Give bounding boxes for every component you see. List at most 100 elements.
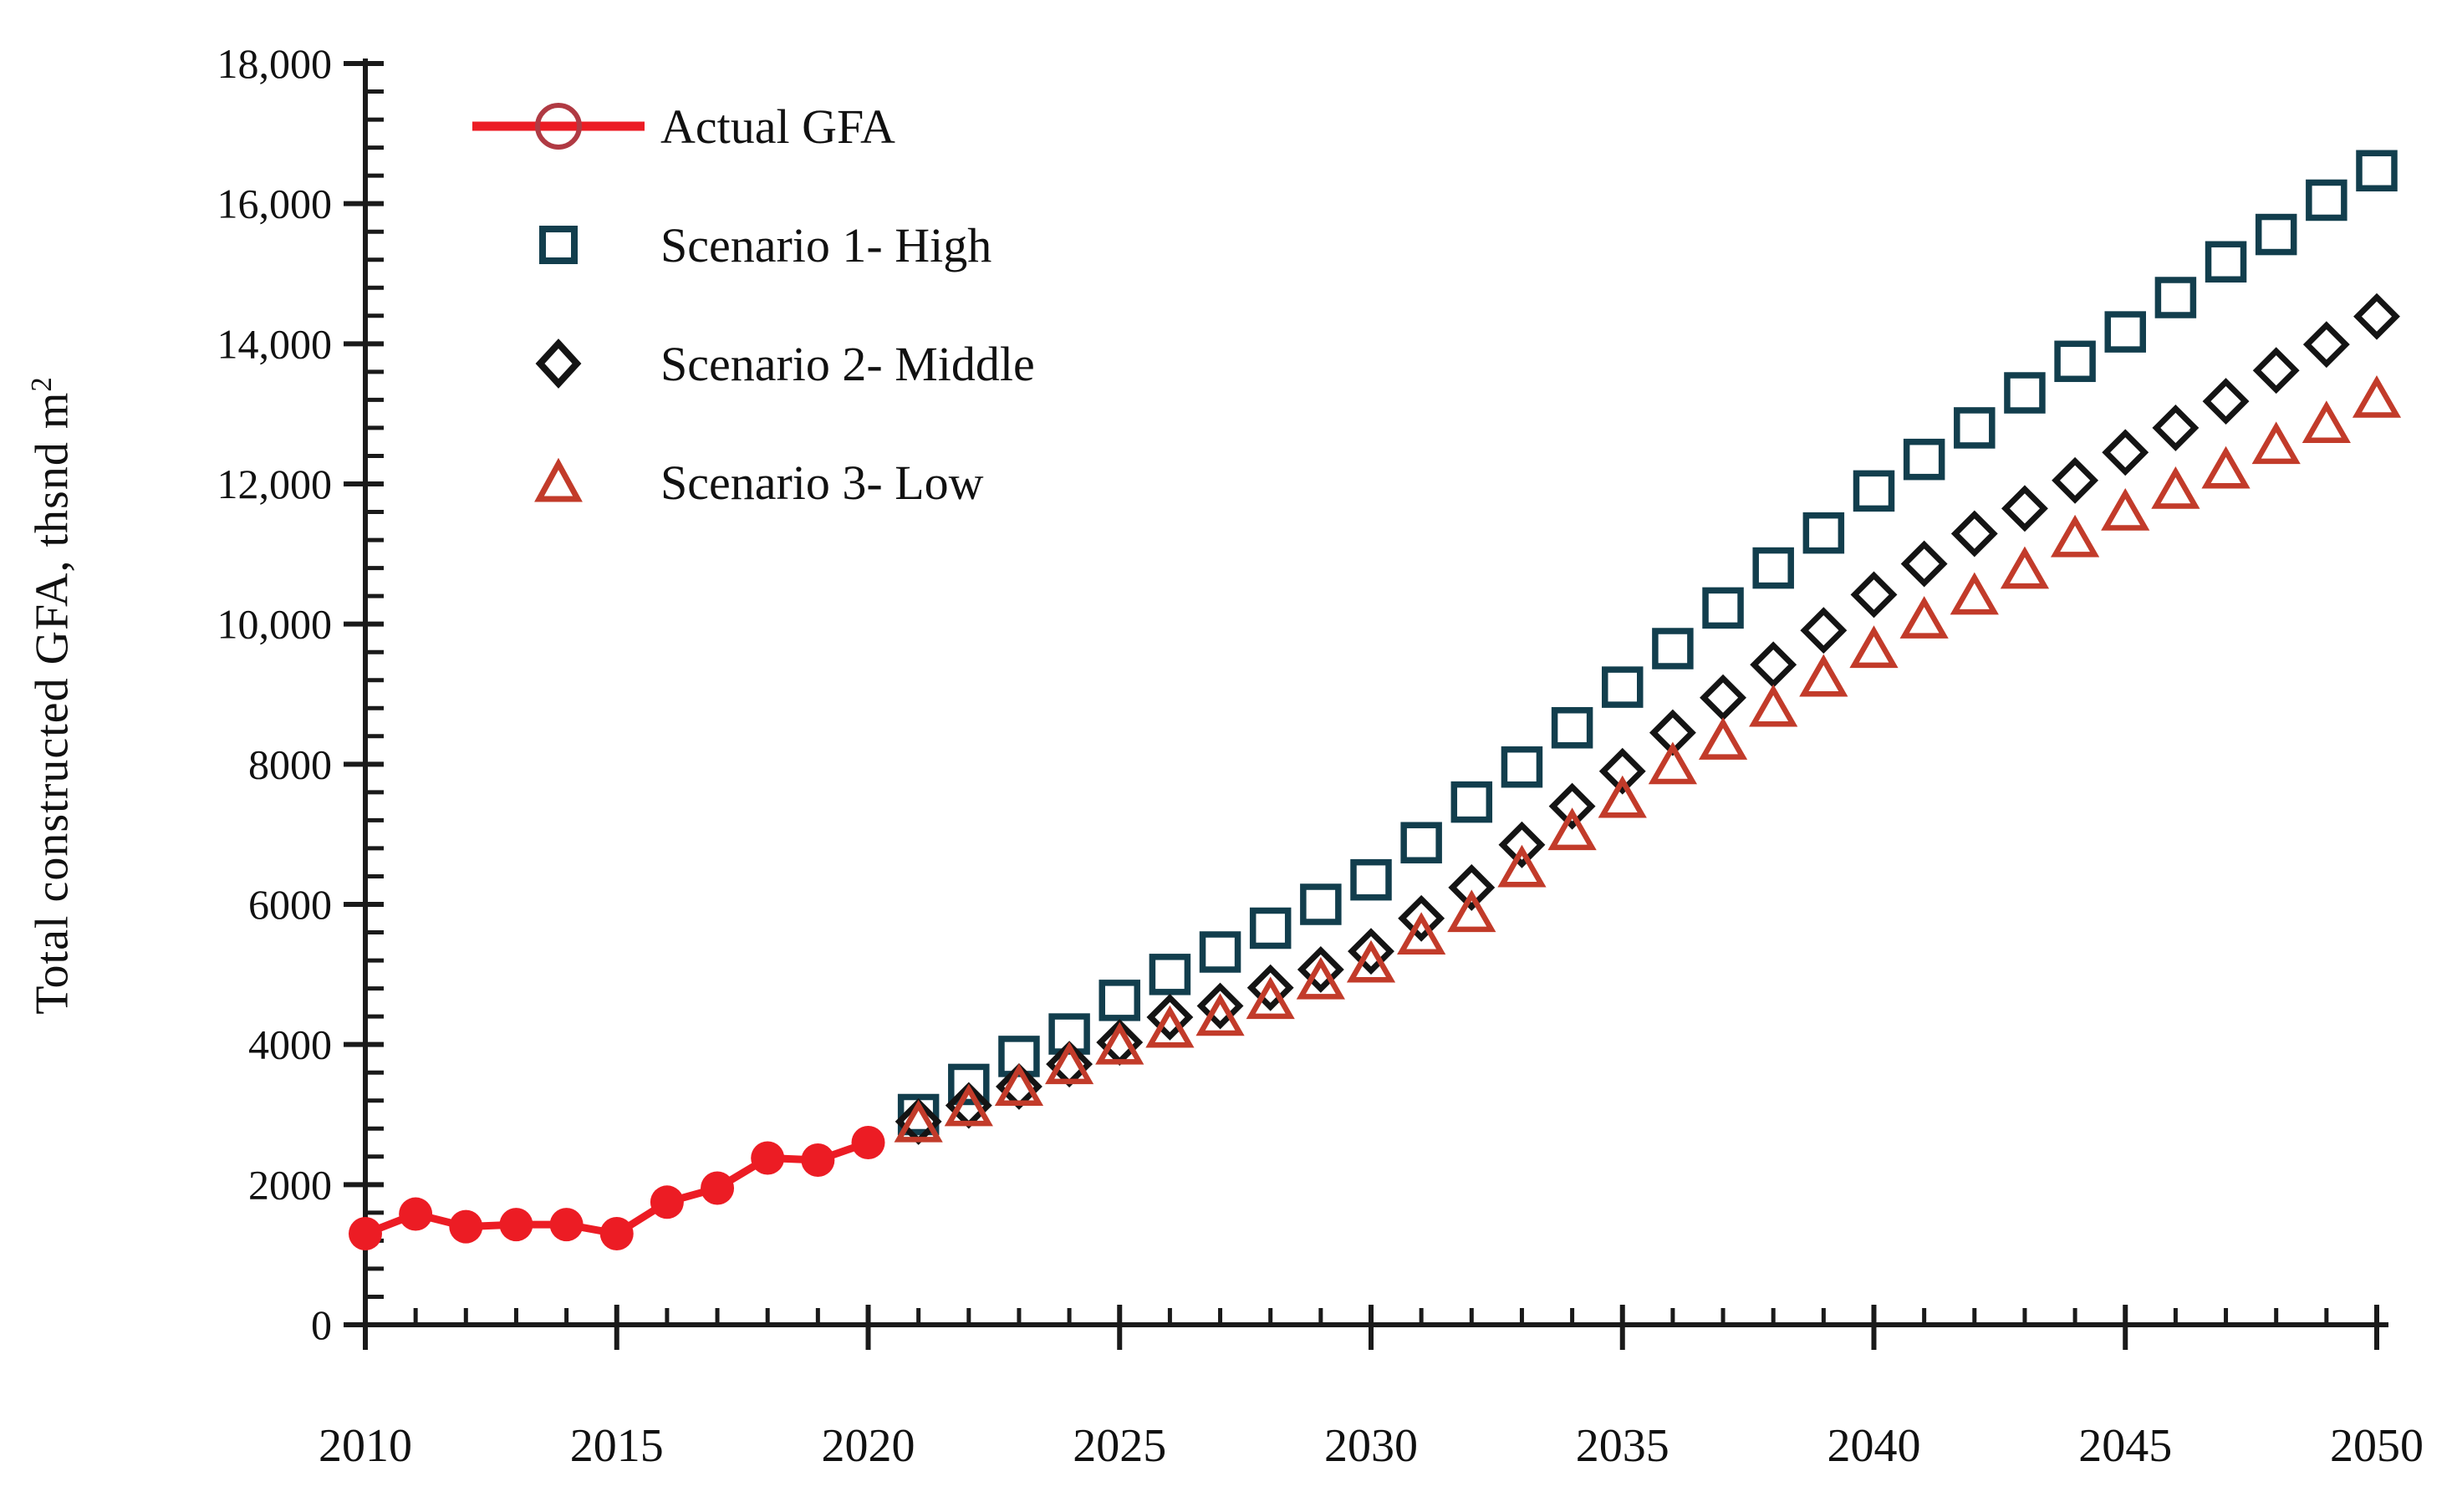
data-point-scenario-3-low — [2251, 421, 2301, 465]
data-point-scenario-1-high — [1802, 512, 1845, 554]
data-point-scenario-1-high — [1702, 587, 1744, 629]
data-point-scenario-1-high — [1551, 706, 1593, 749]
x-axis-tick-label: 2025 — [1073, 1420, 1166, 1472]
data-point-scenario-1-high — [2154, 277, 2197, 318]
data-point-scenario-3-low — [1246, 976, 1295, 1020]
legend-label: Actual GFA — [660, 99, 895, 154]
data-point-scenario-3-low — [1799, 654, 1848, 697]
data-point-scenario-3-low — [1397, 912, 1446, 955]
data-point-actual-gfa — [549, 1208, 584, 1242]
data-point-scenario-2-middle — [1750, 641, 1797, 689]
data-point-scenario-3-low — [2101, 487, 2150, 531]
x-axis-tick-label: 2030 — [1324, 1420, 1418, 1472]
data-point-actual-gfa — [701, 1171, 735, 1205]
data-point-scenario-1-high — [1249, 907, 1292, 949]
data-point-actual-gfa — [449, 1209, 483, 1244]
square-icon — [464, 218, 652, 272]
x-axis-tick-label: 2035 — [1576, 1420, 1669, 1472]
y-axis-tick-label: 14,000 — [217, 320, 333, 367]
data-point-scenario-2-middle — [1700, 674, 1746, 721]
data-point-scenario-3-low — [1849, 625, 1899, 669]
data-point-scenario-1-high — [1853, 470, 1895, 512]
data-point-scenario-3-low — [994, 1063, 1044, 1107]
legend-item-scenario-2: Scenario 2- Middle — [464, 304, 1035, 423]
data-point-scenario-1-high — [1350, 858, 1392, 901]
data-point-actual-gfa — [650, 1185, 684, 1219]
data-point-scenario-1-high — [2104, 311, 2146, 353]
legend-item-actual-gfa: Actual GFA — [464, 67, 1035, 186]
data-point-scenario-1-high — [2255, 213, 2297, 256]
data-point-scenario-2-middle — [1246, 964, 1294, 1011]
data-point-scenario-3-low — [1749, 684, 1798, 727]
triangle-icon — [464, 456, 652, 509]
data-point-scenario-2-middle — [1850, 571, 1898, 619]
x-axis-tick-label: 2015 — [570, 1420, 664, 1472]
data-point-actual-gfa — [499, 1208, 533, 1242]
data-point-scenario-1-high — [948, 1063, 990, 1106]
data-point-scenario-3-low — [2050, 514, 2100, 557]
data-point-scenario-1-high — [1903, 438, 1945, 481]
legend-item-scenario-1: Scenario 1- High — [464, 186, 1035, 304]
y-axis-tick-label: 18,000 — [217, 40, 333, 87]
data-point-scenario-1-high — [1752, 547, 1794, 589]
data-point-actual-gfa — [851, 1126, 885, 1160]
data-point-scenario-3-low — [1346, 939, 1396, 983]
data-point-scenario-2-middle — [1800, 607, 1848, 654]
data-point-scenario-2-middle — [1348, 928, 1394, 975]
data-point-scenario-2-middle — [1398, 894, 1445, 942]
data-point-scenario-1-high — [1954, 407, 1996, 449]
data-point-scenario-3-low — [2352, 375, 2402, 418]
data-point-scenario-2-middle — [1196, 982, 1244, 1030]
data-point-scenario-1-high — [1652, 628, 1694, 669]
y-axis-tick-label: 6000 — [248, 881, 332, 928]
y-axis-tick-label: 12,000 — [217, 461, 333, 507]
data-point-scenario-2-middle — [1598, 747, 1646, 795]
data-point-scenario-3-low — [894, 1099, 943, 1143]
data-point-scenario-1-high — [2356, 150, 2398, 192]
y-axis-tick-label: 8000 — [248, 741, 332, 787]
data-point-scenario-1-high — [1099, 980, 1140, 1021]
data-point-scenario-2-middle — [1146, 994, 1194, 1041]
legend-label: Scenario 2- Middle — [660, 336, 1035, 391]
data-point-scenario-2-middle — [2252, 347, 2300, 395]
data-point-scenario-3-low — [2151, 466, 2200, 509]
data-point-scenario-3-low — [1296, 956, 1345, 1000]
y-axis-tick-label: 0 — [311, 1301, 332, 1348]
y-axis-tick-label: 2000 — [248, 1161, 332, 1208]
data-point-actual-gfa — [801, 1143, 835, 1177]
data-point-scenario-1-high — [1149, 954, 1191, 995]
data-point-scenario-3-low — [1195, 993, 1245, 1036]
data-point-scenario-3-low — [1095, 1021, 1144, 1065]
data-point-actual-gfa — [349, 1217, 382, 1251]
data-point-actual-gfa — [599, 1217, 634, 1251]
data-point-scenario-1-high — [1450, 781, 1493, 823]
data-point-scenario-2-middle — [1297, 946, 1344, 993]
data-point-scenario-3-low — [1648, 741, 1698, 785]
data-point-scenario-3-low — [1950, 572, 1999, 615]
data-point-actual-gfa — [399, 1197, 433, 1231]
x-axis-tick-label: 2050 — [2330, 1420, 2424, 1472]
data-point-scenario-2-middle — [1548, 782, 1596, 830]
data-point-scenario-3-low — [1698, 717, 1748, 760]
data-point-scenario-1-high — [2306, 179, 2347, 221]
data-point-scenario-2-middle — [2001, 485, 2048, 532]
legend-label: Scenario 3- Low — [660, 455, 984, 510]
data-point-scenario-1-high — [2205, 241, 2247, 283]
data-point-scenario-1-high — [1501, 746, 1543, 788]
data-point-scenario-1-high — [1400, 822, 1442, 863]
data-point-scenario-3-low — [2000, 546, 2050, 589]
line-circle-icon — [464, 99, 652, 153]
data-point-scenario-1-high — [1300, 883, 1342, 925]
data-point-scenario-2-middle — [1448, 863, 1496, 911]
diamond-icon — [464, 337, 652, 390]
data-point-scenario-3-low — [944, 1083, 993, 1127]
data-point-scenario-3-low — [1598, 775, 1647, 818]
data-point-scenario-2-middle — [2202, 378, 2250, 425]
data-point-scenario-2-middle — [1950, 510, 1998, 557]
y-axis-tick-label: 4000 — [248, 1021, 332, 1068]
data-point-scenario-1-high — [1602, 666, 1644, 708]
data-point-scenario-3-low — [1899, 596, 1949, 639]
data-point-scenario-3-low — [2302, 400, 2351, 443]
data-point-scenario-2-middle — [2302, 321, 2350, 369]
